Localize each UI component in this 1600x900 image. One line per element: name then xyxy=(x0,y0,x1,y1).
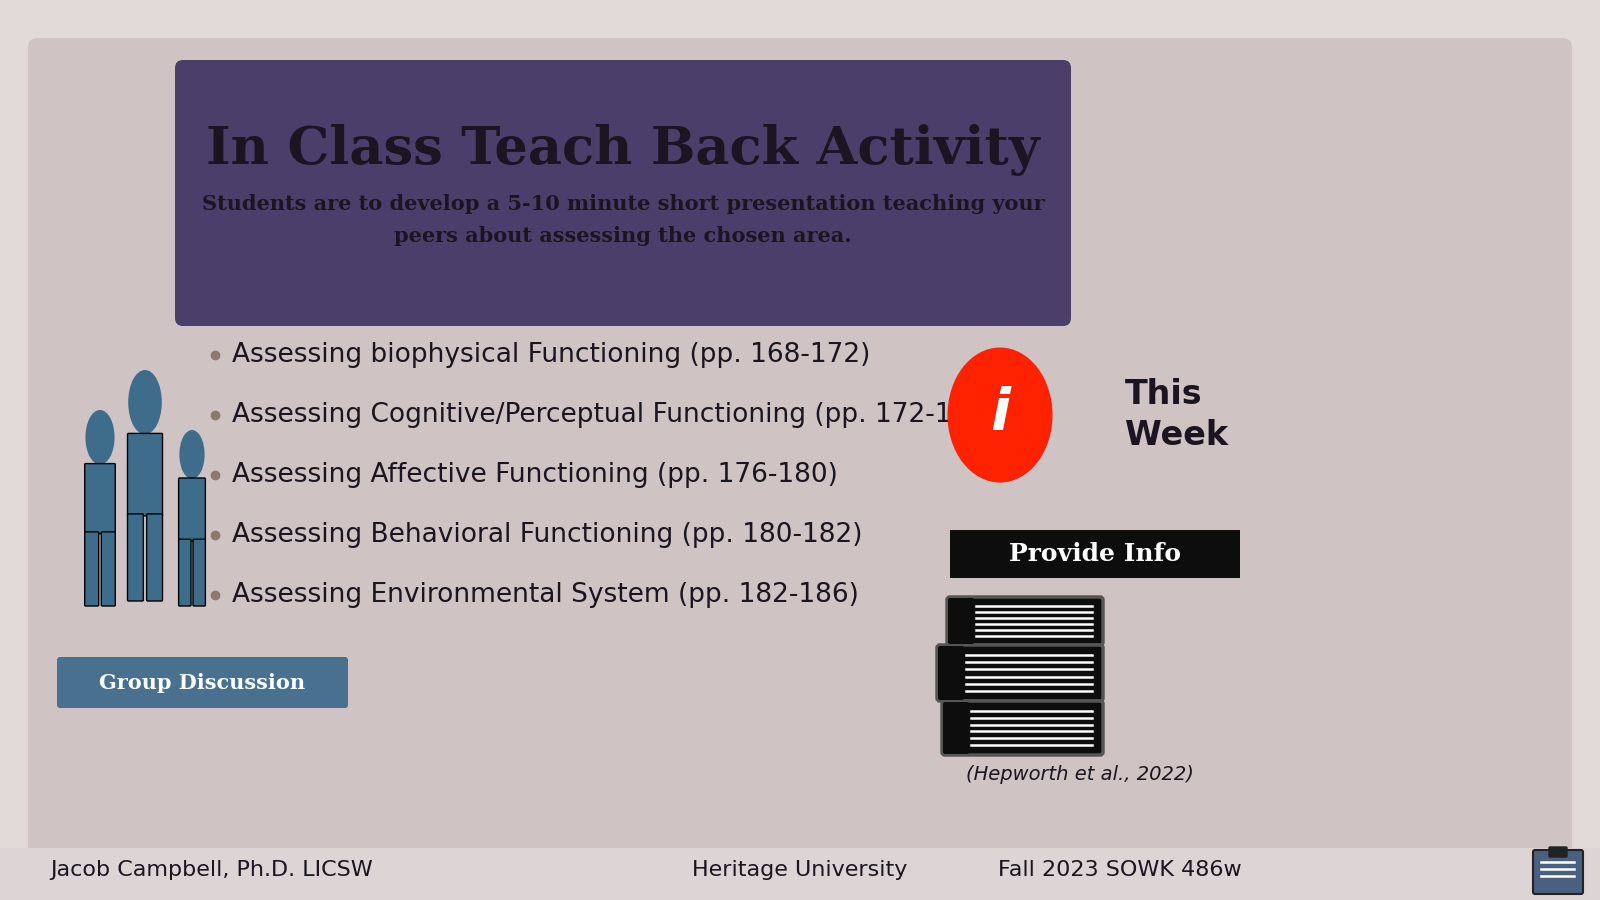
Bar xyxy=(0,848,1600,900)
FancyBboxPatch shape xyxy=(947,597,1102,645)
Text: Provide Info: Provide Info xyxy=(1010,542,1181,566)
FancyBboxPatch shape xyxy=(174,60,1070,326)
FancyBboxPatch shape xyxy=(938,646,963,700)
Text: i: i xyxy=(990,386,1010,444)
Text: Assessing Environmental System (pp. 182-186): Assessing Environmental System (pp. 182-… xyxy=(232,582,859,608)
FancyBboxPatch shape xyxy=(85,532,99,606)
Text: Fall 2023 SOWK 486w: Fall 2023 SOWK 486w xyxy=(998,860,1242,880)
FancyBboxPatch shape xyxy=(179,539,190,606)
FancyBboxPatch shape xyxy=(942,702,970,754)
Text: (Hepworth et al., 2022): (Hepworth et al., 2022) xyxy=(966,766,1194,785)
Text: Assessing biophysical Functioning (pp. 168-172): Assessing biophysical Functioning (pp. 1… xyxy=(232,342,870,368)
FancyBboxPatch shape xyxy=(942,701,1102,755)
Ellipse shape xyxy=(128,370,162,435)
FancyBboxPatch shape xyxy=(179,478,205,541)
Text: Assessing Affective Functioning (pp. 176-180): Assessing Affective Functioning (pp. 176… xyxy=(232,462,838,488)
FancyBboxPatch shape xyxy=(101,532,115,606)
Text: Assessing Cognitive/Perceptual Functioning (pp. 172-176): Assessing Cognitive/Perceptual Functioni… xyxy=(232,402,995,428)
FancyBboxPatch shape xyxy=(128,514,144,601)
FancyBboxPatch shape xyxy=(1533,850,1582,894)
FancyBboxPatch shape xyxy=(1549,847,1566,857)
Text: Heritage University: Heritage University xyxy=(693,860,907,880)
FancyBboxPatch shape xyxy=(194,539,205,606)
Text: This
Week: This Week xyxy=(1125,378,1229,452)
FancyBboxPatch shape xyxy=(85,464,115,534)
FancyBboxPatch shape xyxy=(147,514,163,601)
FancyBboxPatch shape xyxy=(938,645,1102,701)
FancyBboxPatch shape xyxy=(950,530,1240,578)
Ellipse shape xyxy=(85,410,115,464)
FancyBboxPatch shape xyxy=(947,598,974,644)
FancyBboxPatch shape xyxy=(58,657,349,708)
FancyBboxPatch shape xyxy=(29,38,1571,858)
Text: Jacob Campbell, Ph.D. LICSW: Jacob Campbell, Ph.D. LICSW xyxy=(50,860,373,880)
Text: Group Discussion: Group Discussion xyxy=(99,673,306,693)
Ellipse shape xyxy=(179,430,205,479)
Ellipse shape xyxy=(947,347,1053,482)
Text: Assessing Behavioral Functioning (pp. 180-182): Assessing Behavioral Functioning (pp. 18… xyxy=(232,522,862,548)
Text: In Class Teach Back Activity: In Class Teach Back Activity xyxy=(206,124,1040,176)
Text: Students are to develop a 5-10 minute short presentation teaching your
peers abo: Students are to develop a 5-10 minute sh… xyxy=(202,194,1045,247)
FancyBboxPatch shape xyxy=(128,434,163,516)
